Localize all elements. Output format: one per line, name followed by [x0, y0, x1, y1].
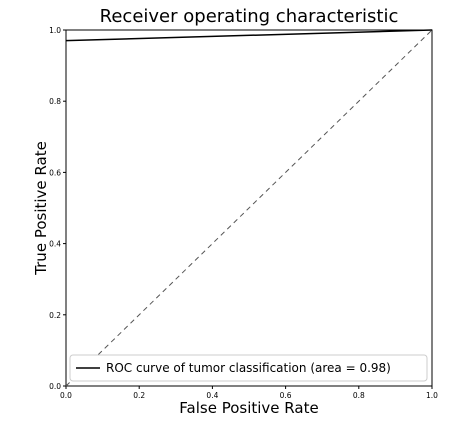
chance-diagonal-line	[65, 29, 433, 387]
y-tick-label: 0.0	[49, 382, 61, 391]
x-tick-label: 0.6	[280, 391, 292, 400]
y-tick-label: 0.8	[49, 97, 61, 106]
y-axis-ticks: 0.0 0.2 0.4 0.6 0.8 1.0	[49, 26, 66, 391]
x-tick-label: 0.4	[206, 391, 218, 400]
chart-title: Receiver operating characteristic	[100, 6, 399, 27]
y-axis-label: True Positive Rate	[32, 141, 50, 276]
y-tick-label: 1.0	[49, 26, 61, 35]
x-tick-label: 1.0	[426, 391, 438, 400]
roc-curve-line	[65, 29, 433, 42]
legend-label: ROC curve of tumor classification (area …	[106, 361, 391, 375]
x-tick-label: 0.0	[60, 391, 72, 400]
y-tick-label: 0.4	[49, 240, 61, 249]
plot-frame	[65, 29, 433, 387]
x-axis-label: False Positive Rate	[179, 399, 318, 417]
x-tick-label: 0.2	[133, 391, 145, 400]
y-tick-label: 0.6	[49, 168, 61, 177]
legend: ROC curve of tumor classification (area …	[69, 354, 428, 382]
series-layer	[65, 29, 433, 387]
x-tick-label: 0.8	[353, 391, 365, 400]
x-axis-ticks: 0.0 0.2 0.4 0.6 0.8 1.0	[60, 386, 438, 400]
legend-box	[69, 354, 428, 382]
y-tick-label: 0.2	[49, 311, 61, 320]
